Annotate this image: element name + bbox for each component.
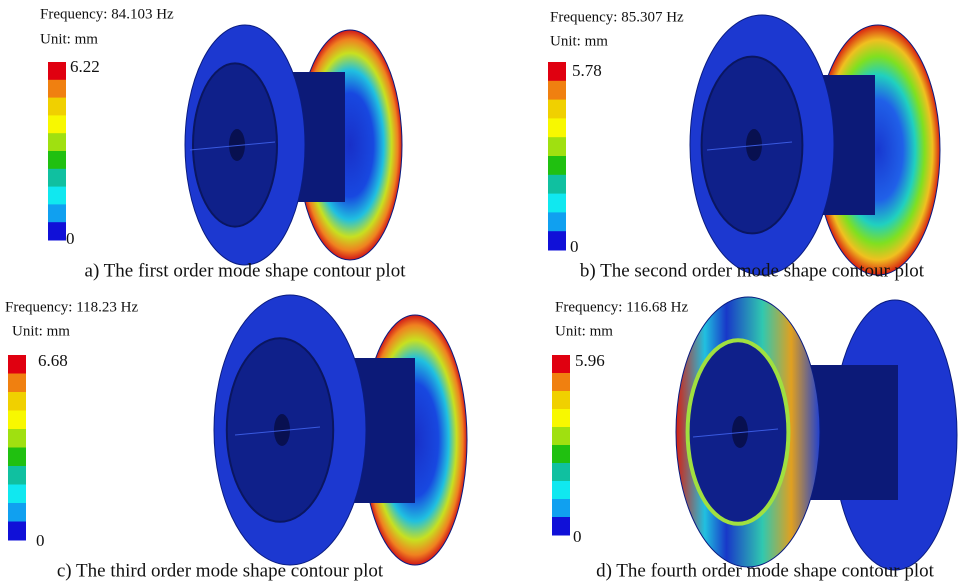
frequency-label: Frequency: 118.23 Hz [5, 299, 139, 315]
colorbar-band [48, 115, 66, 133]
colorbar-band [8, 355, 26, 374]
unit-label: Unit: mm [12, 323, 70, 339]
unit-label: Unit: mm [40, 31, 98, 47]
frequency-label: Frequency: 85.307 Hz [550, 9, 684, 25]
colorbar-max: 5.96 [575, 351, 605, 370]
colorbar-band [552, 427, 570, 446]
colorbar-band [552, 481, 570, 500]
panel: Frequency: 116.68 Hz Unit: mm 5.96 0 d) The … [552, 297, 957, 581]
caption: c) The third order mode shape contour pl… [57, 560, 384, 581]
colorbar-min: 0 [570, 237, 579, 256]
panel: Frequency: 118.23 Hz Unit: mm 6.68 0 c) The … [5, 295, 467, 581]
frequency-label: Frequency: 84.103 Hz [40, 6, 174, 22]
colorbar-band [548, 62, 566, 81]
colorbar-band [548, 156, 566, 175]
colorbar-band [48, 204, 66, 222]
colorbar-band [48, 169, 66, 187]
colorbar-band [8, 503, 26, 522]
figure: Frequency: 84.103 Hz Unit: mm 6.22 0 a) The … [0, 0, 974, 585]
colorbar-min: 0 [36, 531, 45, 550]
panel: Frequency: 85.307 Hz Unit: mm 5.78 0b) The … [548, 9, 940, 281]
colorbar-band [548, 81, 566, 100]
frequency-label: Frequency: 116.68 Hz [555, 299, 689, 315]
colorbar-max: 6.22 [70, 57, 100, 76]
unit-label: Unit: mm [555, 323, 613, 339]
colorbar-min: 0 [573, 527, 582, 546]
caption: d) The fourth order mode shape contour p… [596, 560, 935, 581]
colorbar-band [548, 212, 566, 231]
colorbar-band [552, 409, 570, 428]
colorbar-band [548, 100, 566, 119]
colorbar-band [48, 98, 66, 116]
colorbar-band [8, 392, 26, 411]
colorbar-band [8, 411, 26, 430]
colorbar-band [8, 374, 26, 393]
colorbar-band [548, 231, 566, 250]
colorbar-band [48, 187, 66, 205]
colorbar-min: 0 [66, 229, 75, 248]
colorbar-max: 6.68 [38, 351, 68, 370]
unit-label: Unit: mm [550, 33, 608, 49]
colorbar-band [8, 466, 26, 485]
caption: a) The first order mode shape contour pl… [85, 260, 407, 281]
colorbar-band [8, 485, 26, 504]
colorbar-band [48, 133, 66, 151]
colorbar-band [552, 391, 570, 410]
panels: Frequency: 84.103 Hz Unit: mm 6.22 0 a) The … [5, 6, 957, 581]
caption: b) The second order mode shape contour p… [580, 260, 925, 281]
colorbar-band [548, 175, 566, 194]
colorbar-band [48, 62, 66, 80]
colorbar-band [552, 499, 570, 518]
panel: Frequency: 84.103 Hz Unit: mm 6.22 0 a) The … [40, 6, 406, 281]
colorbar-band [8, 429, 26, 448]
colorbar-band [552, 517, 570, 536]
colorbar-band [552, 463, 570, 482]
colorbar-band [548, 194, 566, 213]
colorbar-band [48, 80, 66, 98]
colorbar-band [48, 151, 66, 169]
colorbar-band [552, 445, 570, 464]
colorbar-band [552, 355, 570, 374]
colorbar-band [548, 118, 566, 137]
colorbar-band [8, 522, 26, 541]
colorbar-max: 5.78 [572, 61, 602, 80]
colorbar-band [552, 373, 570, 392]
colorbar-band [48, 222, 66, 240]
colorbar-band [548, 137, 566, 156]
colorbar-band [8, 448, 26, 467]
